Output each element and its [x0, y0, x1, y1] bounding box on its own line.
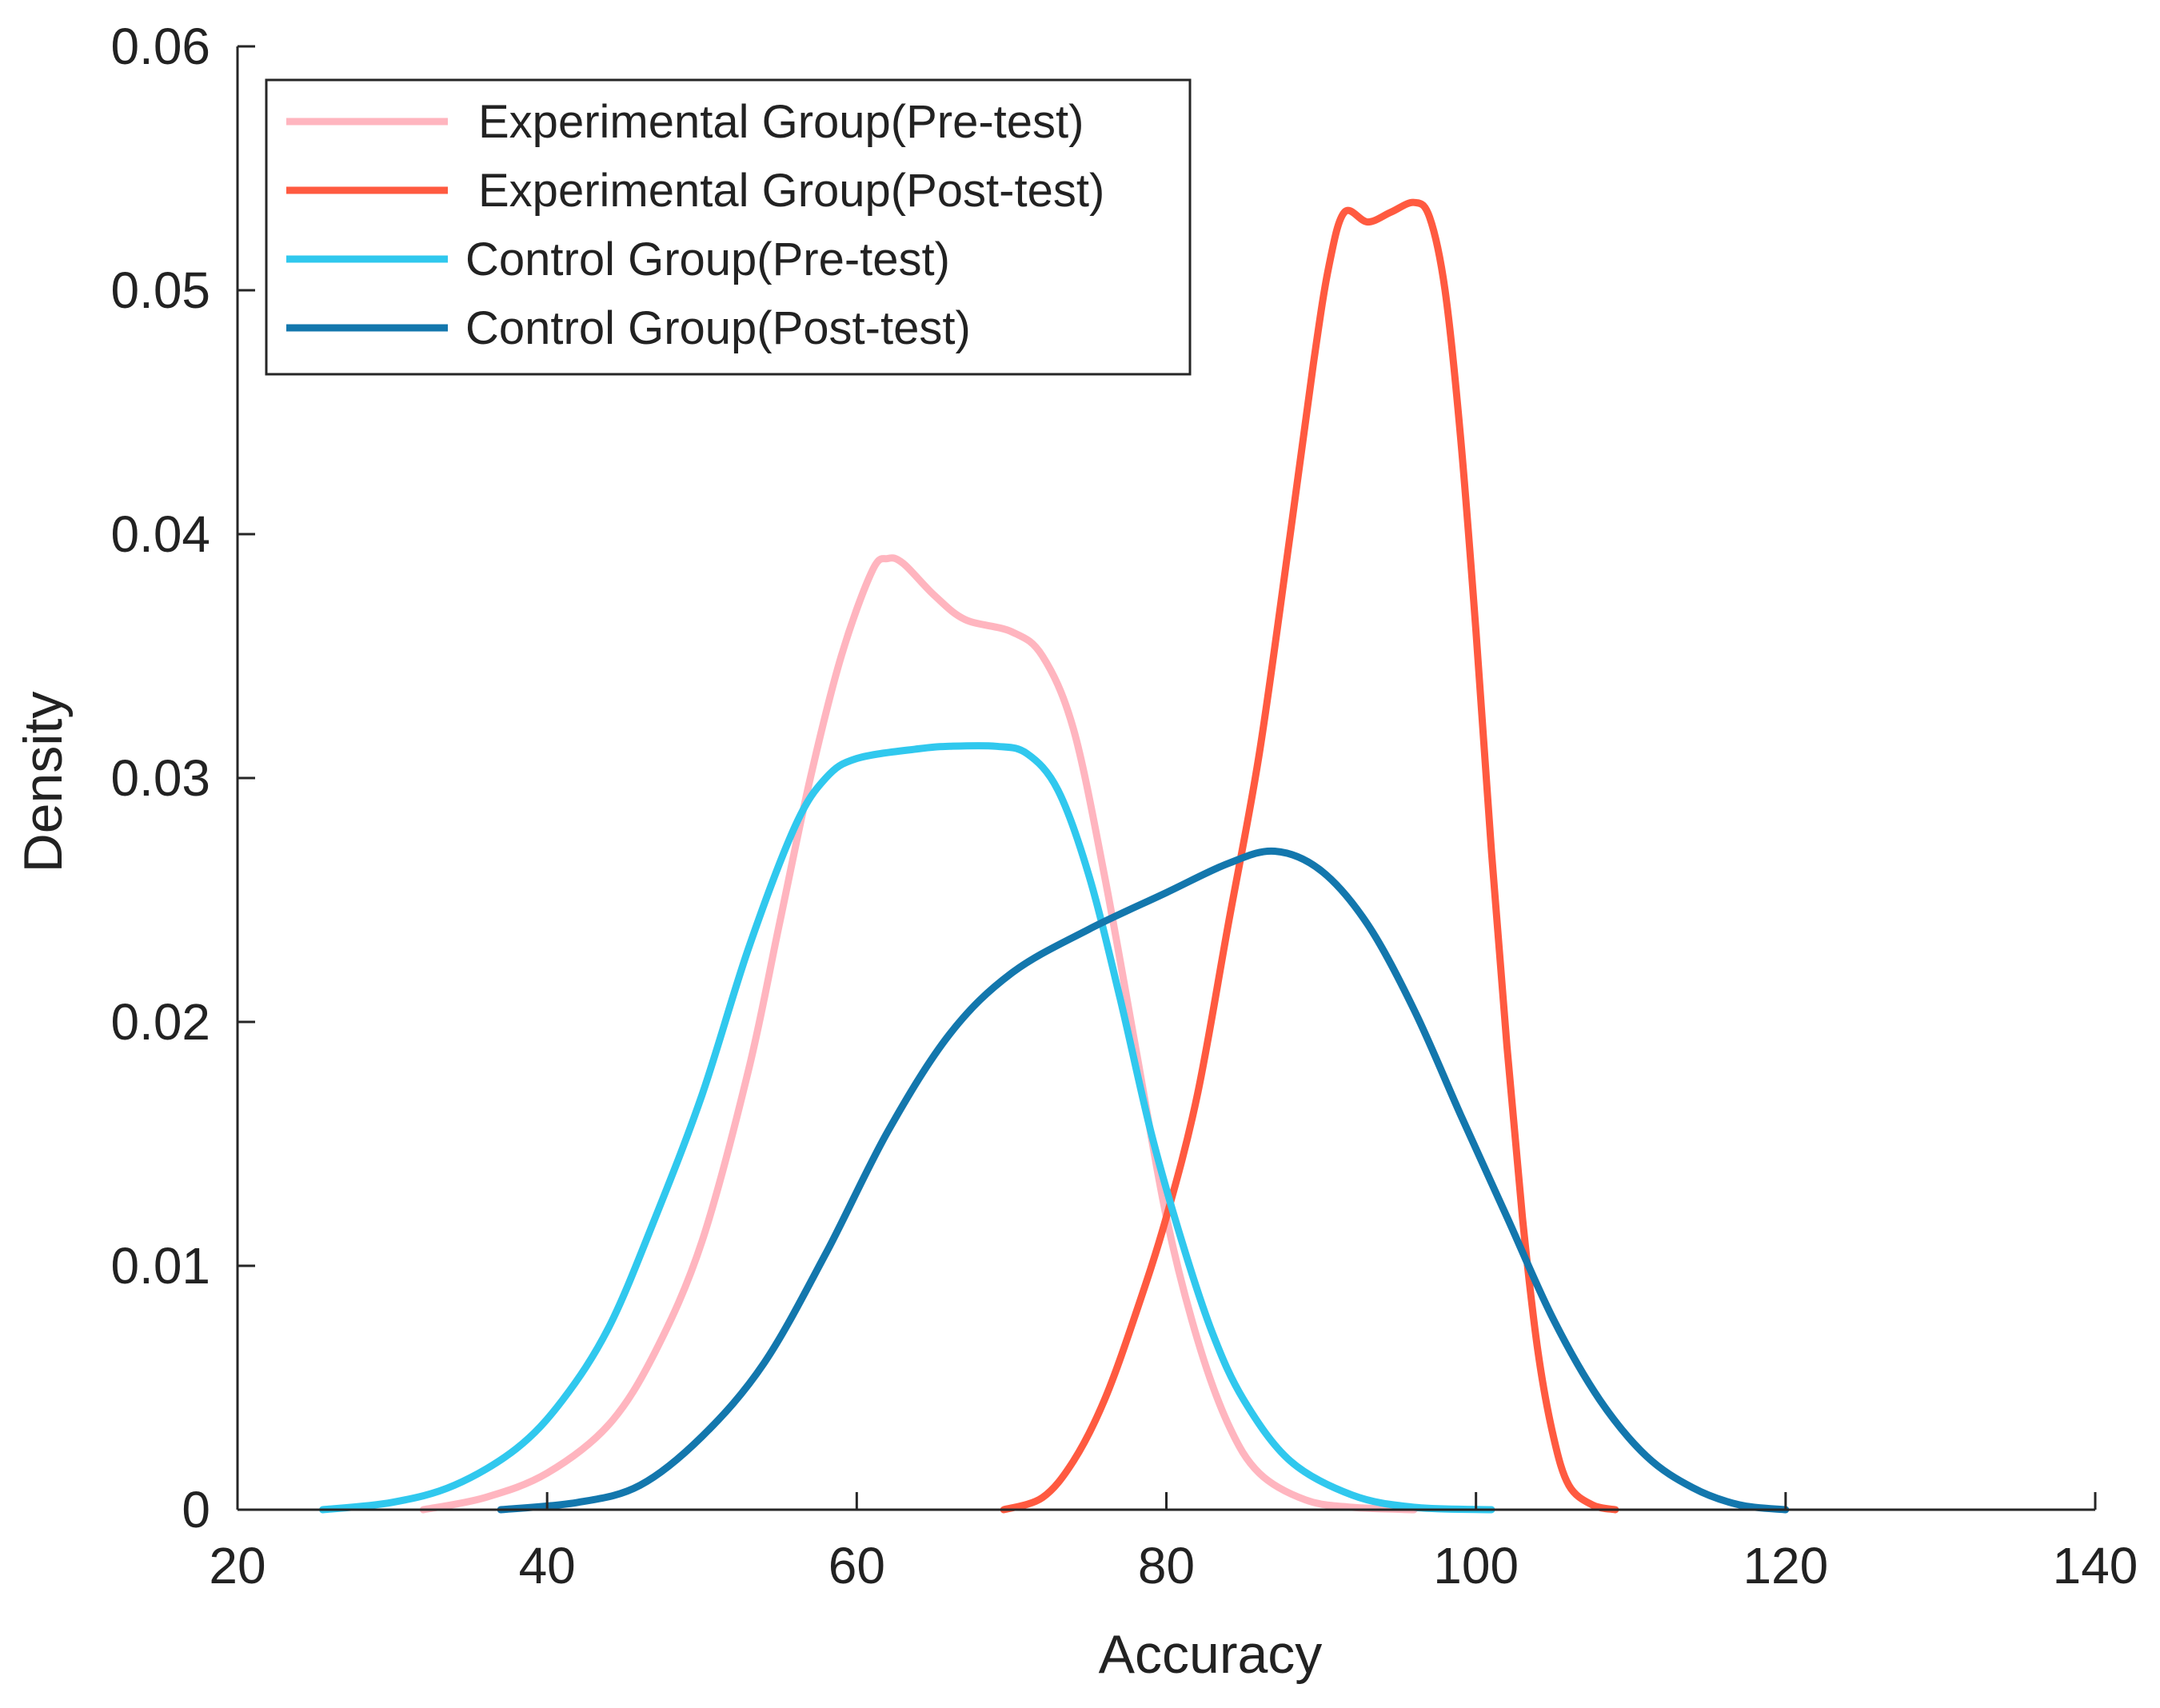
series-line-1: [419, 554, 1418, 1514]
y-tick-label: 0.02: [110, 993, 210, 1051]
y-tick-label: 0.06: [110, 18, 210, 75]
y-tick-label: 0.04: [110, 505, 210, 563]
x-tick-label: 140: [2053, 1537, 2138, 1594]
legend: Experimental Group(Pre-test) Experimental…: [265, 78, 1192, 376]
x-tick-label: 80: [1138, 1537, 1195, 1594]
y-tick-label: 0.01: [110, 1237, 210, 1295]
series-line-4: [497, 847, 1790, 1514]
series-line-2: [1000, 198, 1619, 1514]
x-axis-label: Accuracy: [1099, 1624, 1323, 1685]
y-tick-label: 0.05: [110, 261, 210, 319]
axes: 20 40 60 80 100 120 140 0 0.01 0.02 0.03 0.04 0.05 0.…: [13, 18, 2138, 1685]
plot-area: [319, 198, 1790, 1514]
legend-label-2: Experimental Group(Post-test): [478, 165, 1104, 217]
y-tick-label: 0: [182, 1481, 210, 1538]
legend-label-3: Control Group(Pre-test): [465, 233, 950, 285]
x-tick-label: 60: [828, 1537, 885, 1594]
x-tick-label: 120: [1743, 1537, 1828, 1594]
x-tick-label: 40: [519, 1537, 576, 1594]
y-axis-label: Density: [13, 692, 74, 873]
y-tick-label: 0.03: [110, 749, 210, 807]
x-tick-label: 20: [209, 1537, 266, 1594]
x-tick-label: 100: [1433, 1537, 1519, 1594]
legend-label-4: Control Group(Post-test): [465, 302, 971, 354]
series-line-3: [319, 742, 1495, 1514]
legend-label-1: Experimental Group(Pre-test): [478, 96, 1084, 148]
